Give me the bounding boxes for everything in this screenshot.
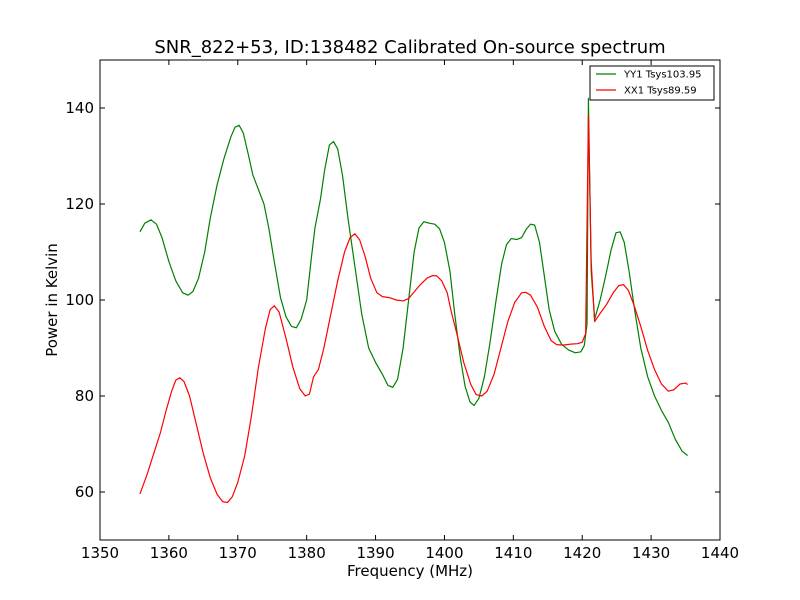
y-tick-label: 140 — [65, 99, 94, 117]
y-tick-label: 60 — [75, 483, 94, 501]
x-tick-label: 1410 — [494, 544, 532, 562]
series-layer — [139, 97, 688, 504]
y-tick-label: 80 — [75, 387, 94, 405]
x-tick-label: 1350 — [81, 544, 119, 562]
y-tick-label: 120 — [65, 195, 94, 213]
series-line-xx1 — [139, 114, 688, 504]
legend-box — [589, 65, 715, 101]
x-tick-label: 1380 — [288, 544, 326, 562]
ticks-layer: 1350 1360 1370 1380 1390 1400 1410 1420 1430 1440… — [65, 60, 739, 562]
x-tick-label: 1420 — [563, 544, 601, 562]
y-axis-label: Power in Kelvin — [43, 243, 61, 357]
y-tick-label: 100 — [65, 291, 94, 309]
legend-label-yy1: YY1 Tsys103.95 — [623, 70, 702, 81]
chart-title: SNR_822+53, ID:138482 Calibrated On-sour… — [154, 37, 665, 58]
x-tick-label: 1440 — [701, 544, 739, 562]
x-tick-label: 1390 — [356, 544, 394, 562]
legend-label-xx1: XX1 Tsys89.59 — [624, 86, 697, 97]
x-tick-label: 1370 — [219, 544, 257, 562]
x-tick-label: 1430 — [632, 544, 670, 562]
x-axis-label: Frequency (MHz) — [347, 562, 473, 580]
legend: YY1 Tsys103.95 XX1 Tsys89.59 — [589, 65, 715, 101]
x-tick-label: 1360 — [150, 544, 188, 562]
x-tick-label: 1400 — [425, 544, 463, 562]
